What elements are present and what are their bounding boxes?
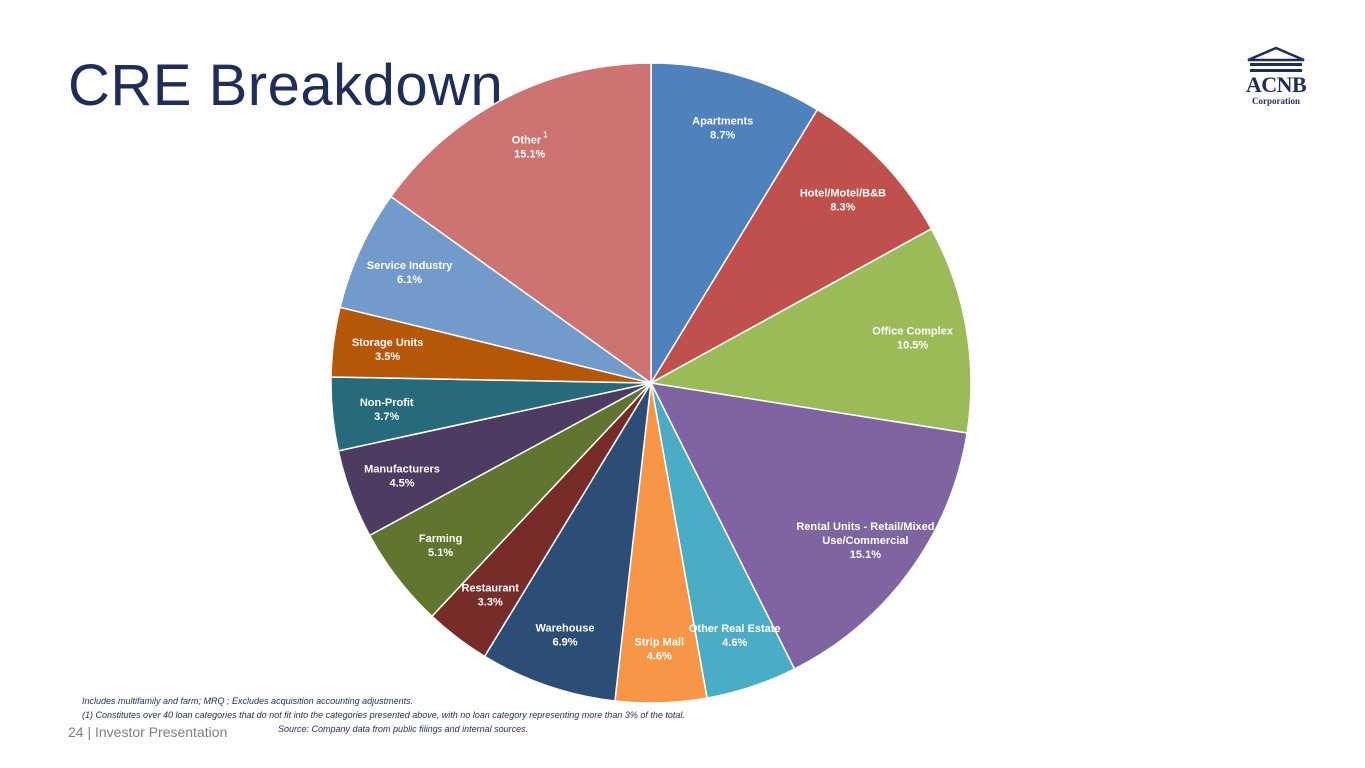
- pie-slice-hotel-motel-b-b: [648, 108, 933, 386]
- slice-label-manufacturers: Manufacturers 4.5%: [364, 463, 440, 489]
- slice-label-warehouse: Warehouse 6.9%: [536, 622, 595, 648]
- pie-slice-office-complex: [648, 227, 972, 434]
- slice-label-strip-mall: Strip Mall 4.6%: [635, 637, 685, 663]
- slice-label-office-complex: Office Complex 10.5%: [872, 325, 954, 351]
- slice-label-rental-units-retail-mixed-use-commercial: Rental Units - Retail/Mixed Use/Commercia…: [796, 521, 934, 561]
- slice-label-storage-units: Storage Units 3.5%: [352, 337, 424, 363]
- pie-slice-service-industry: [339, 195, 652, 384]
- footer: 24 | Investor Presentation: [68, 724, 227, 740]
- logo-wordmark: ACNB: [1245, 72, 1307, 97]
- logo-subtitle: Corporation: [1252, 96, 1300, 106]
- footnote-basis: Includes multifamily and farm; MRQ ; Exc…: [82, 696, 414, 706]
- slice-label-restaurant: Restaurant 3.3%: [461, 582, 519, 608]
- acnb-logo: ACNB Corporation: [1240, 44, 1312, 114]
- slice-label-hotel-motel-b-b: Hotel/Motel/B&B 8.3%: [800, 187, 886, 213]
- slice-label-non-profit: Non-Profit 3.7%: [360, 397, 414, 423]
- slice-label-farming: Farming 5.1%: [419, 533, 462, 559]
- pie-slice-rental-units-retail-mixed-use-commercial: [649, 382, 968, 671]
- footnote-other: (1) Constitutes over 40 loan categories …: [82, 710, 685, 720]
- page-title: CRE Breakdown: [68, 53, 504, 118]
- slice-label-apartments: Apartments 8.7%: [692, 115, 753, 141]
- pie-slice-other: [389, 62, 652, 385]
- pie-slice-warehouse: [483, 382, 652, 702]
- pie-slice-apartments: [650, 62, 819, 386]
- slice-label-other: Other 1 15.1%: [512, 131, 548, 161]
- house-roof-icon: [1247, 46, 1305, 72]
- slice-label-service-industry: Service Industry 6.1%: [367, 260, 453, 286]
- footer-separator: |: [87, 724, 92, 740]
- slice-label-other-real-estate: Other Real Estate 4.6%: [689, 623, 781, 649]
- page-number: 24: [68, 724, 84, 740]
- footer-label: Investor Presentation: [95, 724, 228, 740]
- source-note: Source: Company data from public filings…: [278, 724, 529, 734]
